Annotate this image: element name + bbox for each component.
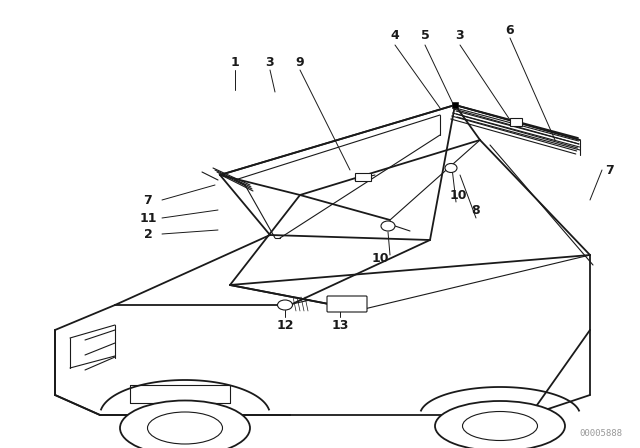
Text: 2: 2 bbox=[143, 228, 152, 241]
Text: 12: 12 bbox=[276, 319, 294, 332]
Ellipse shape bbox=[278, 300, 292, 310]
Text: 13: 13 bbox=[332, 319, 349, 332]
Text: 11: 11 bbox=[140, 211, 157, 224]
FancyBboxPatch shape bbox=[327, 296, 367, 312]
Text: 4: 4 bbox=[390, 29, 399, 42]
Text: 8: 8 bbox=[472, 203, 480, 216]
Ellipse shape bbox=[120, 401, 250, 448]
Ellipse shape bbox=[381, 221, 395, 231]
Ellipse shape bbox=[463, 412, 538, 440]
Bar bbox=[355, 173, 371, 181]
Text: 3: 3 bbox=[266, 56, 275, 69]
Text: 3: 3 bbox=[456, 29, 464, 42]
Bar bbox=[452, 102, 458, 108]
Ellipse shape bbox=[445, 164, 457, 172]
Text: 00005888: 00005888 bbox=[579, 429, 622, 438]
Text: 7: 7 bbox=[143, 194, 152, 207]
Text: 10: 10 bbox=[449, 189, 467, 202]
Text: 6: 6 bbox=[506, 23, 515, 36]
Text: 9: 9 bbox=[296, 56, 304, 69]
Text: 1: 1 bbox=[230, 56, 239, 69]
Bar bbox=[510, 118, 522, 126]
Text: 7: 7 bbox=[605, 164, 614, 177]
Text: 5: 5 bbox=[420, 29, 429, 42]
Ellipse shape bbox=[147, 412, 223, 444]
Text: 10: 10 bbox=[371, 251, 388, 264]
Ellipse shape bbox=[435, 401, 565, 448]
